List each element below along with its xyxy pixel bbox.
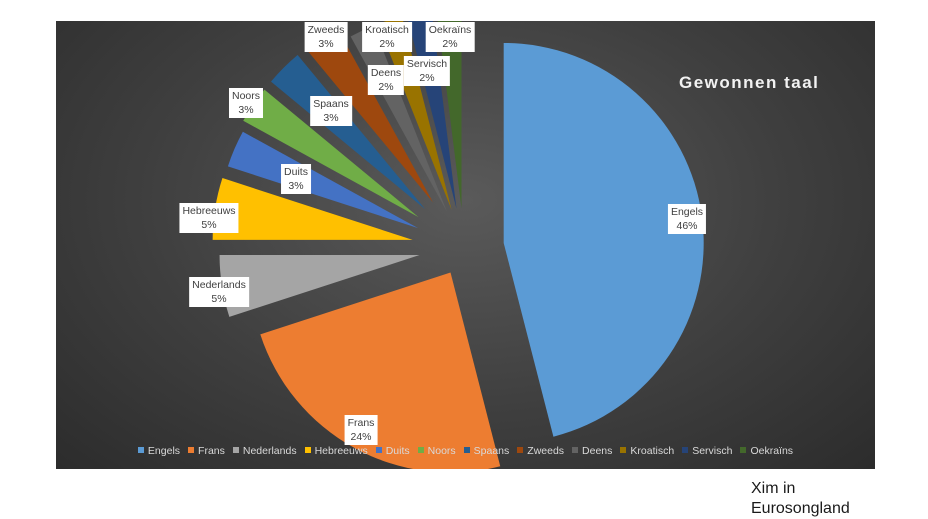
data-label-name: Noors [231,90,261,102]
legend-swatch [740,447,747,453]
legend-label: Kroatisch [630,445,675,457]
pie-slice-duits [227,131,419,229]
legend-label: Servisch [692,445,733,457]
pie-slice-engels [503,42,704,437]
data-label-noors: Noors 3% [228,88,264,118]
data-label-name: Engels [670,206,704,218]
legend-swatch [463,447,470,453]
data-label-percent: 24% [350,431,372,443]
legend-label: Nederlands [242,445,297,457]
legend-item-deens: Deens [572,445,612,457]
legend-item-spaans: Spaans [463,445,510,457]
data-label-servisch: Servisch 2% [403,56,451,86]
legend-label: Hebreeuws [314,445,368,457]
legend-label: Duits [385,445,410,457]
pie-slice-nederlands [219,255,420,317]
legend-swatch [188,447,195,453]
legend-item-duits: Duits [375,445,410,457]
legend-swatch [417,447,424,453]
data-label-oekrains: Oekraïns 2% [425,22,475,52]
data-label-name: Zweeds [307,24,345,36]
pie-slice-spaans [271,55,426,210]
data-label-deens: Deens 2% [367,65,405,95]
data-label-name: Duits [284,166,308,178]
legend-swatch [375,447,382,453]
legend-label: Zweeds [527,445,565,457]
caption: Xim in Eurosongland [751,479,850,519]
legend-swatch [682,447,689,453]
legend-item-hebreeuws: Hebreeuws [304,445,368,457]
data-label-nederlands: Nederlands 5% [189,277,249,307]
data-label-spaans: Spaans 3% [310,96,352,126]
legend-item-engels: Engels [137,445,181,457]
data-label-name: Kroatisch [365,24,409,36]
data-label-percent: 46% [676,220,698,232]
legend-item-zweeds: Zweeds [517,445,564,457]
legend-item-kroatisch: Kroatisch [620,445,674,457]
pie-slice-noors [243,89,419,218]
data-label-frans: Frans 24% [344,415,378,445]
legend-label: Noors [427,445,456,457]
pie-slice-zweeds [305,27,434,203]
legend-item-servisch: Servisch [682,445,732,457]
legend-item-frans: Frans [188,445,225,457]
data-label-name: Servisch [406,58,448,70]
caption-line-1: Xim in [751,480,796,497]
data-label-percent: 3% [288,180,304,192]
data-label-name: Spaans [313,98,349,110]
data-label-percent: 3% [323,112,339,124]
pie-slice-hebreeuws [212,178,413,240]
data-label-percent: 2% [442,38,458,50]
legend-swatch [137,447,144,453]
data-label-percent: 2% [378,81,394,93]
legend-label: Frans [198,445,225,457]
legend-item-nederlands: Nederlands [232,445,297,457]
legend: Engels Frans Nederlands Hebreeuws Duits Noors… [56,445,875,457]
data-label-percent: 2% [419,72,435,84]
data-label-engels: Engels 46% [667,204,707,234]
legend-swatch [572,447,579,453]
caption-line-2: Eurosongland [751,500,850,517]
legend-item-oekrains: Oekraïns [740,445,793,457]
data-label-zweeds: Zweeds 3% [304,22,348,52]
legend-swatch [304,447,311,453]
chart-panel: Engels 46% Frans 24% Nederlands 5% Hebreeuws 5%… [56,21,875,469]
pie-slice-frans [260,272,501,469]
legend-label: Oekraïns [750,445,794,457]
data-label-name: Hebreeuws [182,205,236,217]
data-label-kroatisch: Kroatisch 2% [362,22,412,52]
data-label-percent: 2% [379,38,395,50]
legend-swatch [232,447,239,453]
chart-title: Gewonnen taal [679,73,820,92]
legend-swatch [620,447,627,453]
data-label-name: Nederlands [192,279,246,291]
data-label-name: Oekraïns [428,24,472,36]
data-label-name: Frans [347,417,375,429]
data-label-name: Deens [370,67,402,79]
data-label-percent: 5% [211,293,227,305]
data-label-percent: 5% [201,219,217,231]
data-label-hebreeuws: Hebreeuws 5% [179,203,239,233]
legend-item-noors: Noors [417,445,456,457]
legend-swatch [517,447,524,453]
legend-label: Deens [582,445,613,457]
data-label-percent: 3% [238,104,254,116]
data-label-percent: 3% [318,38,334,50]
data-label-duits: Duits 3% [281,164,311,194]
legend-label: Engels [147,445,181,457]
legend-label: Spaans [473,445,510,457]
